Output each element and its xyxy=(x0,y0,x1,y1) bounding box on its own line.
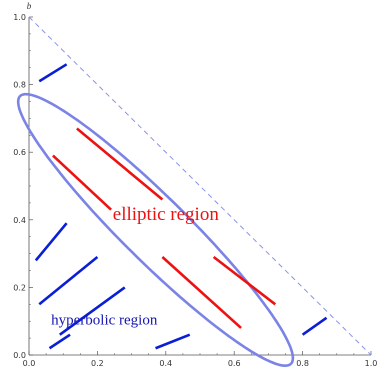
elliptic-region-label: elliptic region xyxy=(113,204,220,225)
ellipse-boundary xyxy=(16,92,295,368)
boundary-line-group xyxy=(28,16,372,356)
elliptic-segment xyxy=(161,256,242,329)
hyperbolic-segment xyxy=(48,333,71,350)
elliptic-segment xyxy=(212,255,277,306)
hyperbolic-segment xyxy=(301,316,328,336)
x-tick-label: 1.0 xyxy=(365,359,378,368)
hyperbolic-segment xyxy=(38,255,99,306)
x-tick-label: 0.2 xyxy=(91,359,104,368)
hyperbolic-segment xyxy=(155,333,191,350)
x-tick-label: 0.0 xyxy=(23,359,36,368)
ellipse-group xyxy=(16,92,295,368)
elliptic-segment xyxy=(52,154,112,211)
segments-group xyxy=(34,63,328,350)
hyperbolic-segment xyxy=(38,63,68,83)
y-tick-label: 0.4 xyxy=(13,216,26,225)
x-tick-label: 0.8 xyxy=(296,359,309,368)
hyperbolic-region-label: hyperbolic region xyxy=(51,313,158,329)
y-tick-label: 0.0 xyxy=(13,351,26,360)
y-tick-label: 0.2 xyxy=(13,283,26,292)
y-axis-title: b xyxy=(27,1,32,11)
y-tick-label: 1.0 xyxy=(13,13,26,22)
elliptic-segment xyxy=(76,127,164,201)
y-tick-label: 0.8 xyxy=(13,81,26,90)
y-tick-label: 0.6 xyxy=(13,148,26,157)
hyperbolic-segment xyxy=(34,222,68,262)
x-tick-label: 0.6 xyxy=(228,359,241,368)
x-tick-label: 0.4 xyxy=(159,359,172,368)
boundary-line xyxy=(28,16,372,356)
axes: 0.0 0.2 0.4 0.6 0.8 1.00.00.20.40.60.81.0b xyxy=(13,1,377,368)
hyperbolic-segment xyxy=(59,286,126,336)
labels-group: elliptic region hyperbolic region xyxy=(51,204,219,329)
